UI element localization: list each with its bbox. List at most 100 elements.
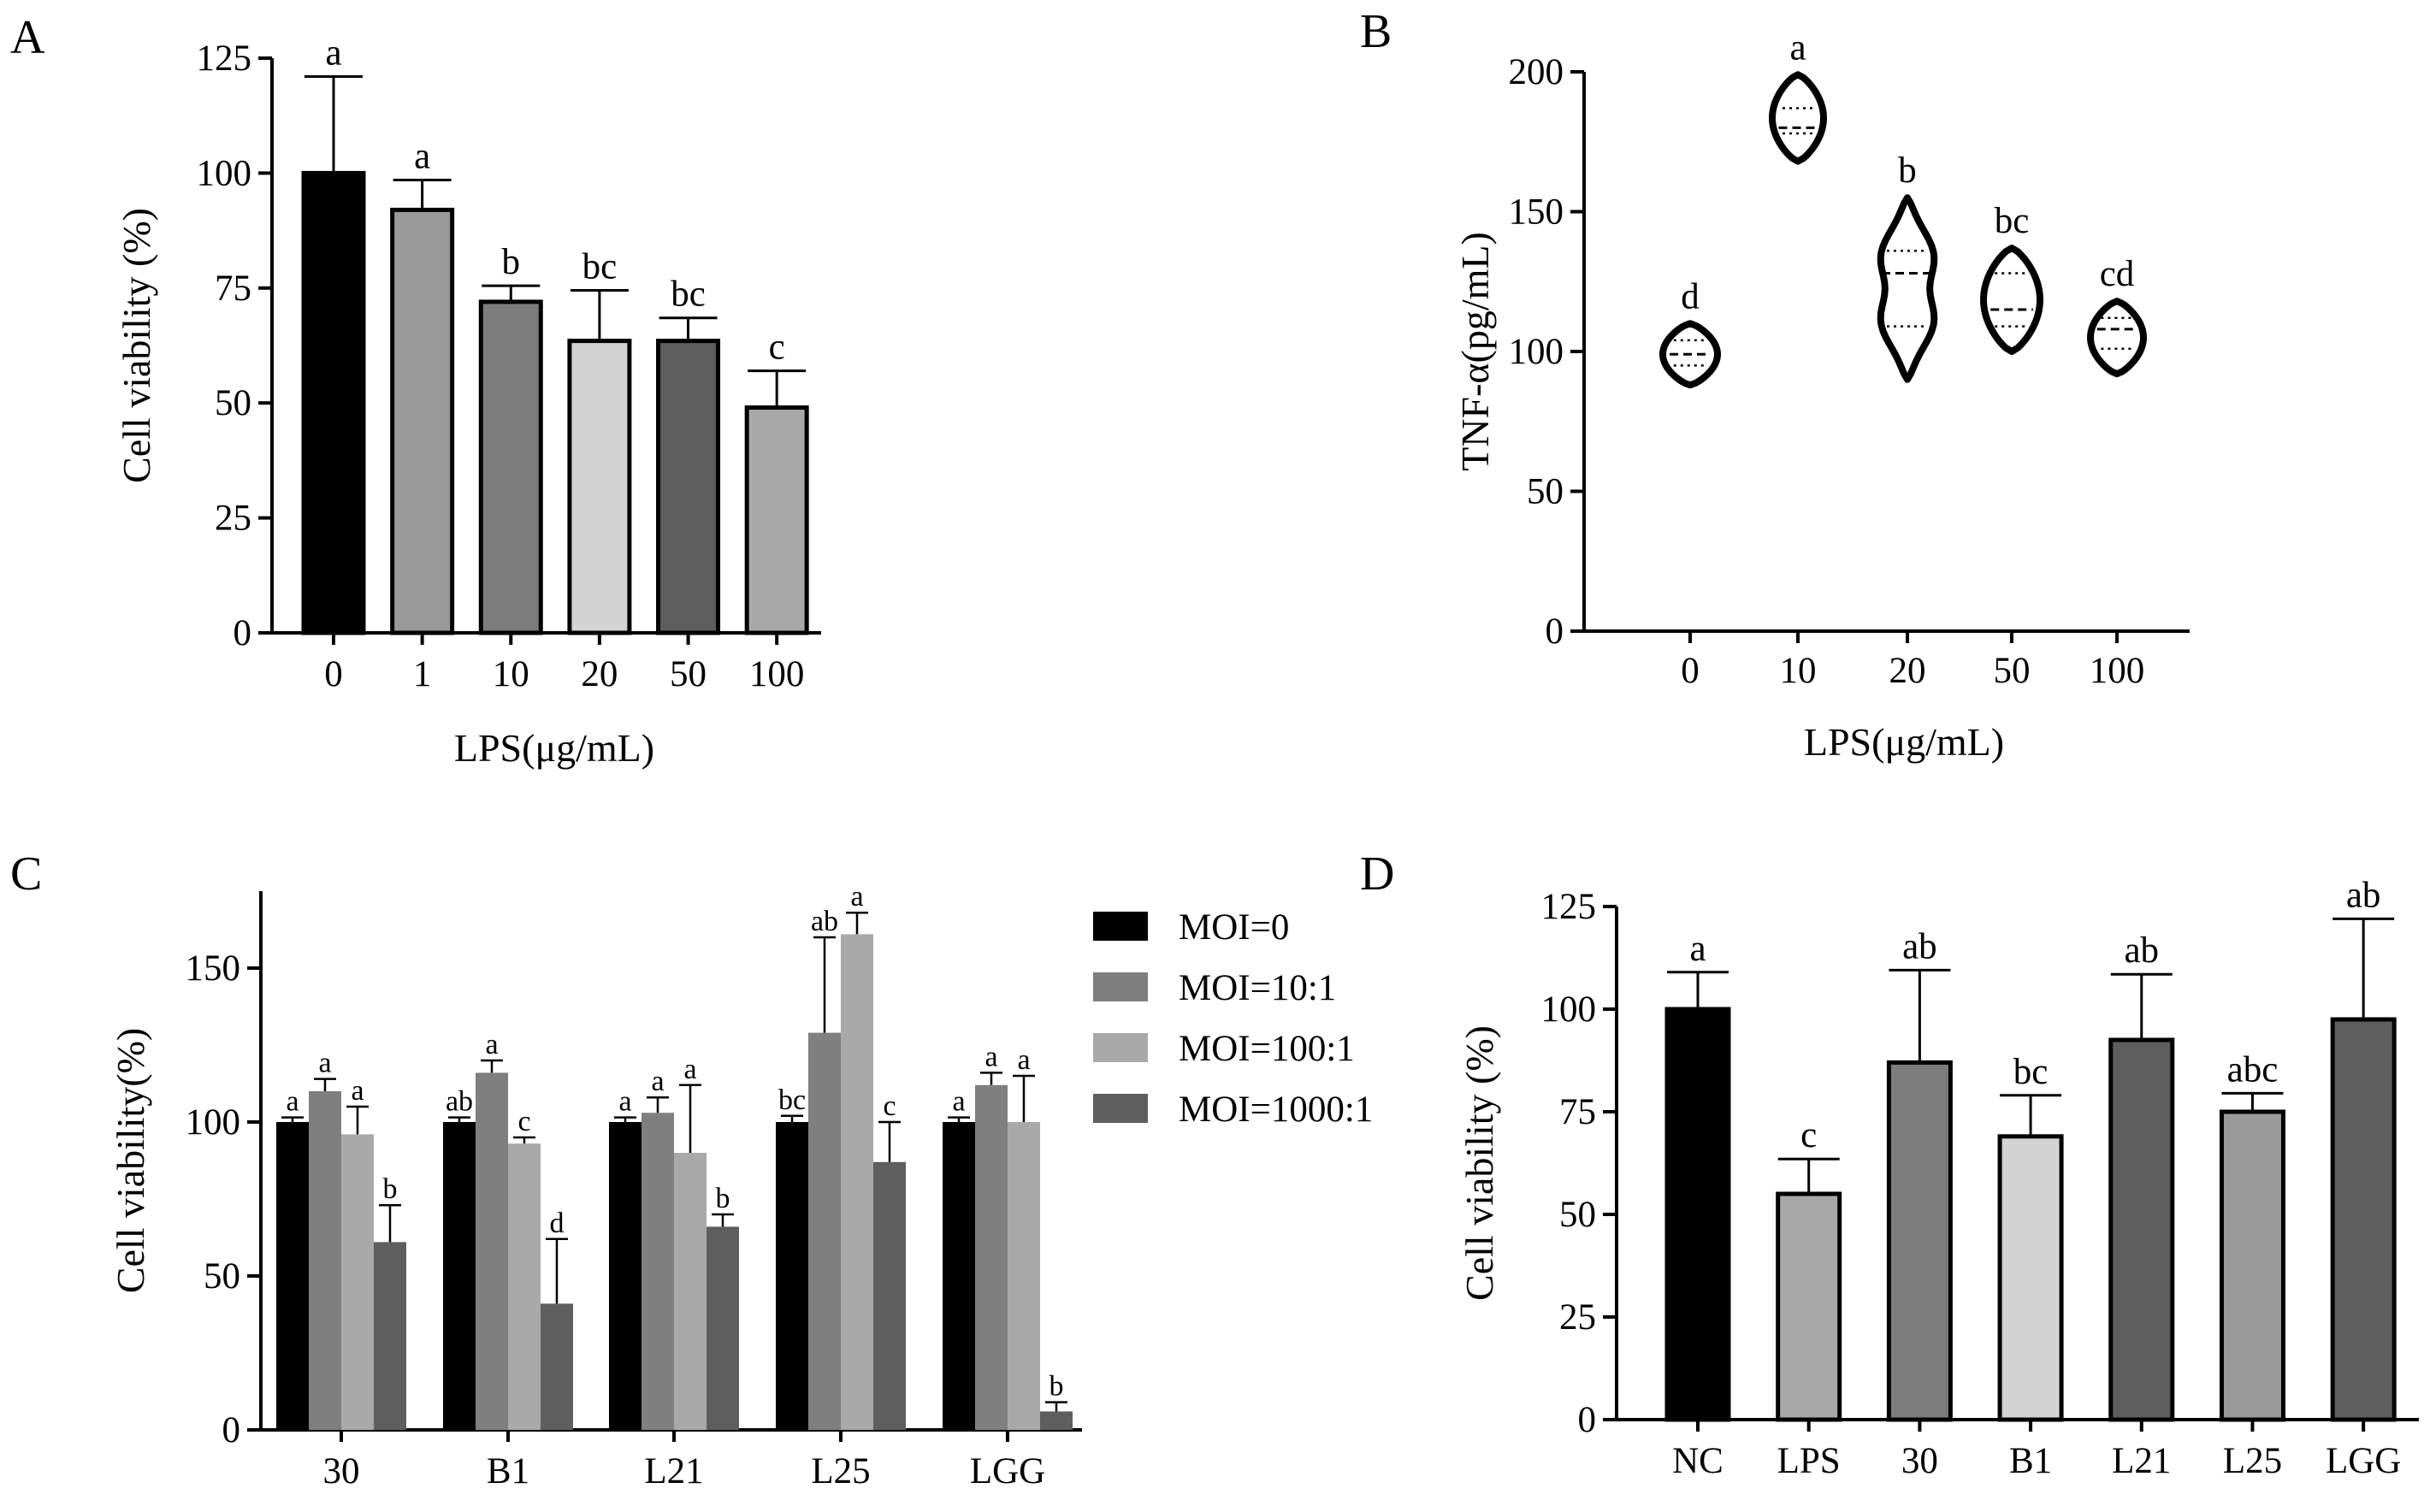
panel-c-significance-label: d xyxy=(550,1208,565,1239)
panel-d-bar-chart: 0 25 50 75 100 125 NC a LPS c 30 ab B1 bc L21 ab L25 abc L… xyxy=(1457,875,2419,1481)
panel-a-letter: A xyxy=(10,11,45,64)
panel-d-significance-label: bc xyxy=(2013,1052,2049,1092)
panel-d-letter: D xyxy=(1360,848,1394,901)
panel-d-bar xyxy=(1997,1134,2064,1422)
panel-a-y-tick-label: 100 xyxy=(197,153,252,193)
panel-a-bar-chart: 0 25 50 75 100 125 0 a 1 a 10 b 20 bc 50 bc 100 c LPS(μg/m… xyxy=(115,33,821,770)
panel-c-significance-label: a xyxy=(1017,1044,1030,1076)
panel-a-bar xyxy=(567,339,632,635)
panel-d-bar xyxy=(1776,1191,1842,1422)
panel-c-significance-label: a xyxy=(984,1041,997,1072)
panel-b-significance-label: d xyxy=(1681,276,1700,316)
panel-c-bar xyxy=(674,1153,707,1430)
panel-c-significance-label: a xyxy=(618,1086,631,1118)
panel-d-significance-label: abc xyxy=(2227,1049,2279,1090)
panel-a-bar xyxy=(656,339,721,635)
panel-c-significance-label: b xyxy=(383,1173,398,1205)
panel-c-bar xyxy=(841,934,873,1430)
panel-d-significance-label: c xyxy=(1800,1115,1817,1155)
panel-d-x-tick-label: 30 xyxy=(1901,1441,1938,1481)
panel-c-bar xyxy=(873,1161,906,1430)
panel-d-bar xyxy=(2330,1017,2397,1422)
panel-c-bar xyxy=(341,1134,374,1430)
panel-b-y-tick-label: 100 xyxy=(1509,332,1564,372)
panel-c-y-tick-label: 0 xyxy=(222,1410,241,1450)
panel-a-y-tick-label: 25 xyxy=(215,499,251,539)
panel-d-y-tick-label: 25 xyxy=(1559,1297,1596,1338)
panel-a-x-tick-label: 0 xyxy=(324,654,343,694)
panel-b-y-axis-title: TNF-α(pg/mL) xyxy=(1453,232,1497,471)
panel-b-significance-label: cd xyxy=(2100,254,2135,294)
panel-a-significance-label: bc xyxy=(582,246,618,286)
panel-c-bar xyxy=(1040,1411,1073,1430)
panel-d-x-tick-label: L21 xyxy=(2112,1441,2171,1481)
panel-d-bar xyxy=(2108,1037,2175,1422)
panel-a-y-tick-label: 0 xyxy=(234,613,252,653)
panel-a-y-tick-label: 50 xyxy=(215,383,251,423)
panel-d-significance-label: ab xyxy=(2124,930,2159,971)
panel-b-violin xyxy=(1877,194,1938,383)
panel-a-x-tick-label: 10 xyxy=(493,654,529,694)
panel-c-bar xyxy=(443,1122,476,1430)
panel-c-x-tick-label: B1 xyxy=(487,1451,529,1491)
panel-b-significance-label: a xyxy=(1789,27,1806,68)
panel-d-y-tick-label: 75 xyxy=(1559,1092,1596,1132)
panel-b-x-axis-title: LPS(μg/mL) xyxy=(1804,720,2004,764)
panel-a-bar xyxy=(478,299,543,635)
panel-d-x-tick-label: LGG xyxy=(2326,1441,2401,1481)
panel-a-significance-label: bc xyxy=(671,275,706,315)
panel-a-x-tick-label: 1 xyxy=(413,654,432,694)
panel-c-legend-label: MOI=10:1 xyxy=(1179,968,1336,1008)
panel-d-significance-label: ab xyxy=(2346,875,2381,915)
panel-c-y-tick-label: 150 xyxy=(186,948,241,989)
panel-d-x-tick-label: NC xyxy=(1672,1441,1723,1481)
panel-c-bar xyxy=(508,1143,541,1430)
panel-c-bar xyxy=(776,1122,808,1430)
panel-c-legend-swatch xyxy=(1093,1094,1148,1123)
panel-c-bar xyxy=(641,1113,674,1430)
panel-b-violin-chart: 0 50 100 150 200 0 d 10 a 20 b 50 bc 100 cd LPS(μg/mL) T… xyxy=(1453,27,2190,764)
panel-c-legend-label: MOI=100:1 xyxy=(1179,1029,1355,1069)
panel-c-significance-label: c xyxy=(517,1106,530,1137)
panel-c-bar xyxy=(808,1032,841,1430)
panel-a-x-tick-label: 50 xyxy=(670,654,707,694)
panel-c-significance-label: a xyxy=(683,1054,696,1085)
panel-c-significance-label: bc xyxy=(778,1084,806,1116)
panel-b-violin xyxy=(1769,71,1827,165)
panel-c-letter: C xyxy=(10,848,42,901)
panel-c-bar xyxy=(609,1122,641,1430)
panel-a-y-tick-label: 75 xyxy=(215,269,251,309)
panel-b-x-tick-label: 50 xyxy=(1994,651,2031,691)
panel-c-significance-label: c xyxy=(883,1090,896,1122)
panel-c-y-axis-title: Cell viability(%) xyxy=(109,1028,152,1293)
panel-b-letter: B xyxy=(1360,5,1392,58)
panel-c-significance-label: a xyxy=(850,881,863,913)
panel-a-significance-label: b xyxy=(502,242,521,282)
panel-c-bar xyxy=(541,1303,573,1430)
panel-d-bar xyxy=(1664,1007,1731,1422)
panel-d-y-tick-label: 100 xyxy=(1541,989,1597,1030)
panel-b-violin xyxy=(1980,245,2043,355)
panel-b-y-tick-label: 150 xyxy=(1509,192,1564,233)
panel-c-significance-label: a xyxy=(318,1048,331,1079)
panel-c-significance-label: ab xyxy=(811,906,838,937)
panel-d-x-tick-label: LPS xyxy=(1777,1441,1841,1481)
panel-a-bar xyxy=(301,170,366,635)
panel-b-x-tick-label: 0 xyxy=(1681,651,1700,691)
panel-a-x-axis-title: LPS(μg/mL) xyxy=(454,726,654,770)
panel-d-y-axis-title: Cell viability (%) xyxy=(1457,1025,1501,1301)
panel-d-significance-label: a xyxy=(1689,929,1706,969)
panel-c-y-tick-label: 50 xyxy=(204,1256,240,1296)
panel-b-x-tick-label: 10 xyxy=(1780,651,1817,691)
panel-c-bar xyxy=(1008,1122,1040,1430)
panel-d-bar xyxy=(2219,1109,2285,1422)
panel-a-significance-label: a xyxy=(414,136,430,176)
panel-b-y-tick-label: 50 xyxy=(1527,472,1564,512)
panel-b-y-tick-label: 200 xyxy=(1509,52,1564,92)
panel-d-x-tick-label: B1 xyxy=(2009,1441,2052,1481)
panel-c-significance-label: a xyxy=(286,1086,299,1118)
panel-a-bar xyxy=(390,207,455,635)
panel-b-significance-label: b xyxy=(1898,151,1917,191)
panel-b-x-tick-label: 100 xyxy=(2090,651,2145,691)
panel-d-bar xyxy=(1886,1060,1953,1422)
